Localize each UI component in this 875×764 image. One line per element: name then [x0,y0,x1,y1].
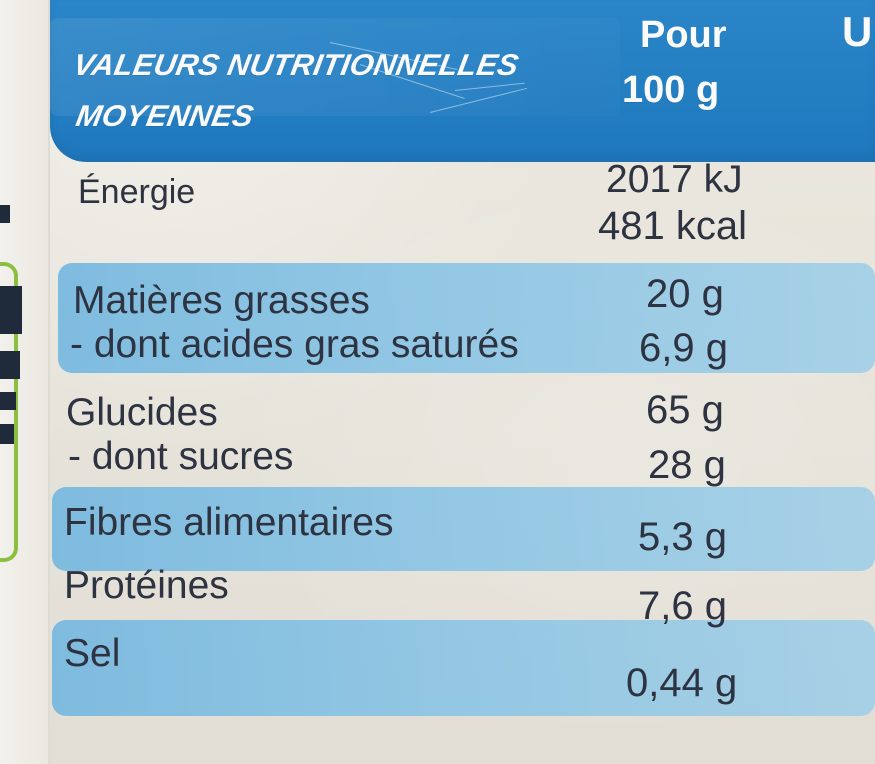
per-100g-line-1: Pour [640,14,727,56]
left-dark-mark [0,392,16,410]
cropped-header-letter: U [842,8,873,55]
sugars-value: 28 g [648,443,726,487]
left-dark-mark [0,205,10,223]
protein-label: Protéines [64,564,229,607]
highlight-band-fibre [52,487,875,571]
carbohydrates-value: 65 g [646,388,724,432]
left-dark-mark [0,424,14,444]
table-header-band [50,0,875,162]
energy-label: Énergie [78,173,196,211]
energy-kcal-value: 481 kcal [598,204,747,248]
salt-value: 0,44 g [626,661,738,705]
fibre-value: 5,3 g [638,515,727,559]
left-dark-mark [0,351,20,379]
fibre-label: Fibres alimentaires [64,501,394,544]
table-title-line-1: VALEURS NUTRITIONNELLES [70,49,522,82]
left-package-strip [0,0,50,764]
protein-value: 7,6 g [638,584,727,628]
fat-label: Matières grasses [73,279,370,322]
salt-label: Sel [64,632,121,675]
saturated-fat-label: - dont acides gras saturés [70,323,519,366]
highlight-band-salt [52,620,875,716]
saturated-fat-value: 6,9 g [639,326,728,370]
sugars-label: - dont sucres [68,435,294,478]
left-dark-mark [0,286,22,334]
highlight-band-fat [58,263,875,373]
header-highlight [50,18,620,116]
table-title-line-2: MOYENNES [73,100,257,133]
per-100g-line-2: 100 g [622,69,720,111]
carbohydrates-label: Glucides [66,391,218,434]
green-side-symbol [0,262,18,562]
energy-kj-value: 2017 kJ [606,158,743,201]
fat-value: 20 g [646,272,724,316]
